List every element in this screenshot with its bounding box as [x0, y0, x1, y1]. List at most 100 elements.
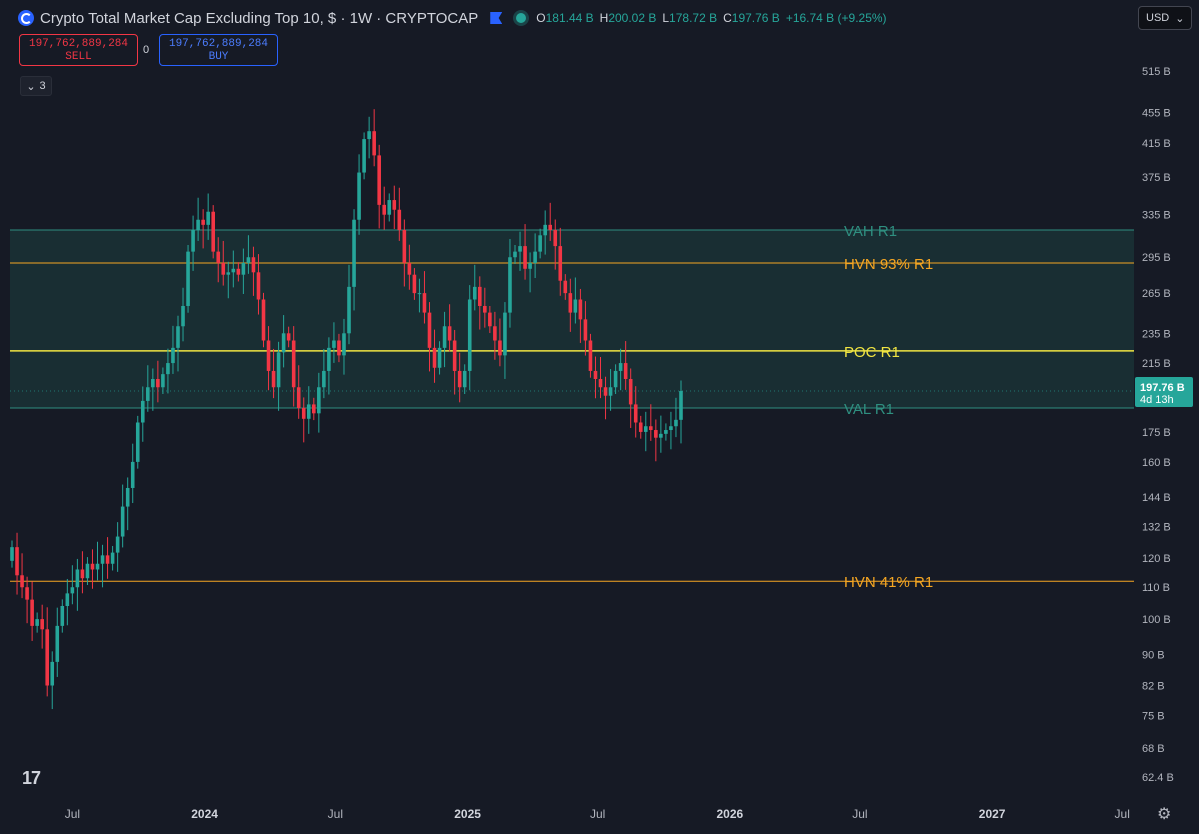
- candle-body: [387, 200, 392, 215]
- candle-body: [10, 547, 14, 561]
- y-tick-label: 515 B: [1142, 66, 1171, 78]
- candle-body: [377, 155, 381, 205]
- level-label: POC R1: [844, 344, 900, 361]
- open-value: 181.44 B: [545, 11, 594, 25]
- chart-header: Crypto Total Market Cap Excluding Top 10…: [18, 7, 887, 29]
- y-tick-label: 100 B: [1142, 614, 1171, 626]
- candle-body: [271, 370, 276, 388]
- y-tick-label: 375 B: [1142, 172, 1171, 184]
- candle-body: [488, 312, 492, 327]
- symbol-title[interactable]: Crypto Total Market Cap Excluding Top 10…: [40, 9, 479, 27]
- candle-body: [322, 370, 326, 388]
- candle-body: [508, 257, 512, 313]
- cryptocap-logo-icon: [18, 10, 34, 26]
- candle-body: [553, 230, 558, 247]
- candle-body: [306, 404, 311, 419]
- candle-body: [115, 536, 120, 553]
- candle-body: [563, 280, 568, 294]
- candle-body: [573, 299, 578, 313]
- chevron-down-icon: ⌄: [1175, 12, 1185, 25]
- candle-body: [578, 299, 583, 320]
- candle-body: [70, 587, 75, 594]
- buy-price: 197,762,889,284: [168, 38, 269, 50]
- x-tick-label: 2025: [454, 807, 481, 821]
- y-tick-label: 455 B: [1142, 107, 1171, 119]
- currency-select[interactable]: USD ⌄: [1138, 6, 1192, 30]
- candle-body: [347, 286, 351, 334]
- candle-body: [266, 340, 271, 371]
- high-label: H: [599, 11, 609, 25]
- candle-body: [588, 340, 593, 371]
- candle-body: [30, 599, 34, 626]
- candle-body: [206, 211, 210, 225]
- candle-body: [90, 563, 95, 570]
- last-price-label: 197.76 B: [1140, 382, 1185, 394]
- buy-button[interactable]: 197,762,889,284 BUY: [159, 34, 278, 66]
- candle-body: [543, 224, 547, 236]
- candle-body: [472, 286, 477, 300]
- y-tick-label: 110 B: [1142, 582, 1170, 594]
- candle-body: [628, 378, 633, 405]
- sell-price: 197,762,889,284: [28, 38, 129, 50]
- level-label: VAL R1: [844, 401, 894, 418]
- candle-body: [623, 363, 628, 379]
- indicator-count: 3: [39, 80, 46, 92]
- tradingview-logo-icon[interactable]: 17: [22, 768, 41, 788]
- candle-body: [357, 172, 361, 220]
- candle-body: [432, 347, 437, 368]
- candle-body: [161, 374, 165, 388]
- ohlc-values: O181.44 B H200.02 B L178.72 B C197.76 B …: [536, 11, 886, 25]
- candle-body: [598, 378, 603, 388]
- candle-body: [392, 200, 397, 210]
- candle-body: [281, 333, 286, 353]
- candle-body: [176, 326, 180, 348]
- candle-body: [291, 340, 296, 388]
- candle-body: [95, 563, 100, 570]
- gear-icon[interactable]: ⚙: [1157, 806, 1172, 823]
- y-tick-label: 235 B: [1142, 328, 1171, 340]
- candle-body: [241, 262, 246, 275]
- x-tick-label: 2026: [717, 807, 744, 821]
- y-tick-label: 295 B: [1142, 252, 1171, 264]
- candle-body: [50, 661, 55, 686]
- low-value: 178.72 B: [669, 11, 718, 25]
- sell-label: SELL: [65, 51, 92, 63]
- indicators-toggle[interactable]: ⌄ 3: [20, 76, 52, 96]
- candle-body: [327, 347, 331, 371]
- candle-body: [246, 257, 251, 263]
- candle-body: [151, 378, 155, 388]
- sell-button[interactable]: 197,762,889,284 SELL: [19, 34, 138, 66]
- candle-body: [649, 426, 653, 431]
- x-tick-label: Jul: [852, 807, 867, 821]
- open-label: O: [536, 11, 546, 25]
- candle-body: [166, 363, 170, 375]
- candle-body: [538, 235, 542, 252]
- candle-body: [186, 251, 190, 306]
- currency-label: USD: [1146, 12, 1170, 24]
- candle-body: [407, 262, 412, 275]
- y-tick-label: 175 B: [1142, 427, 1171, 439]
- candle-body: [362, 139, 366, 173]
- candle-body: [613, 370, 618, 388]
- candle-body: [317, 387, 321, 414]
- candle-body: [659, 433, 663, 438]
- candle-body: [513, 251, 517, 258]
- candle-body: [312, 404, 316, 414]
- candle-body: [528, 262, 532, 269]
- x-tick-label: Jul: [590, 807, 605, 821]
- candle-body: [135, 422, 140, 462]
- y-tick-label: 335 B: [1142, 210, 1171, 222]
- candle-body: [477, 286, 482, 306]
- y-tick-label: 82 B: [1142, 681, 1165, 693]
- flag-icon[interactable]: [490, 12, 503, 24]
- y-tick-label: 120 B: [1142, 553, 1171, 565]
- candle-body: [422, 293, 427, 313]
- candle-body: [171, 347, 175, 364]
- candle-body: [664, 430, 668, 434]
- candle-body: [372, 131, 376, 156]
- high-value: 200.02 B: [608, 11, 657, 25]
- x-tick-label: 2027: [979, 807, 1006, 821]
- chevron-down-icon: ⌄: [26, 80, 36, 93]
